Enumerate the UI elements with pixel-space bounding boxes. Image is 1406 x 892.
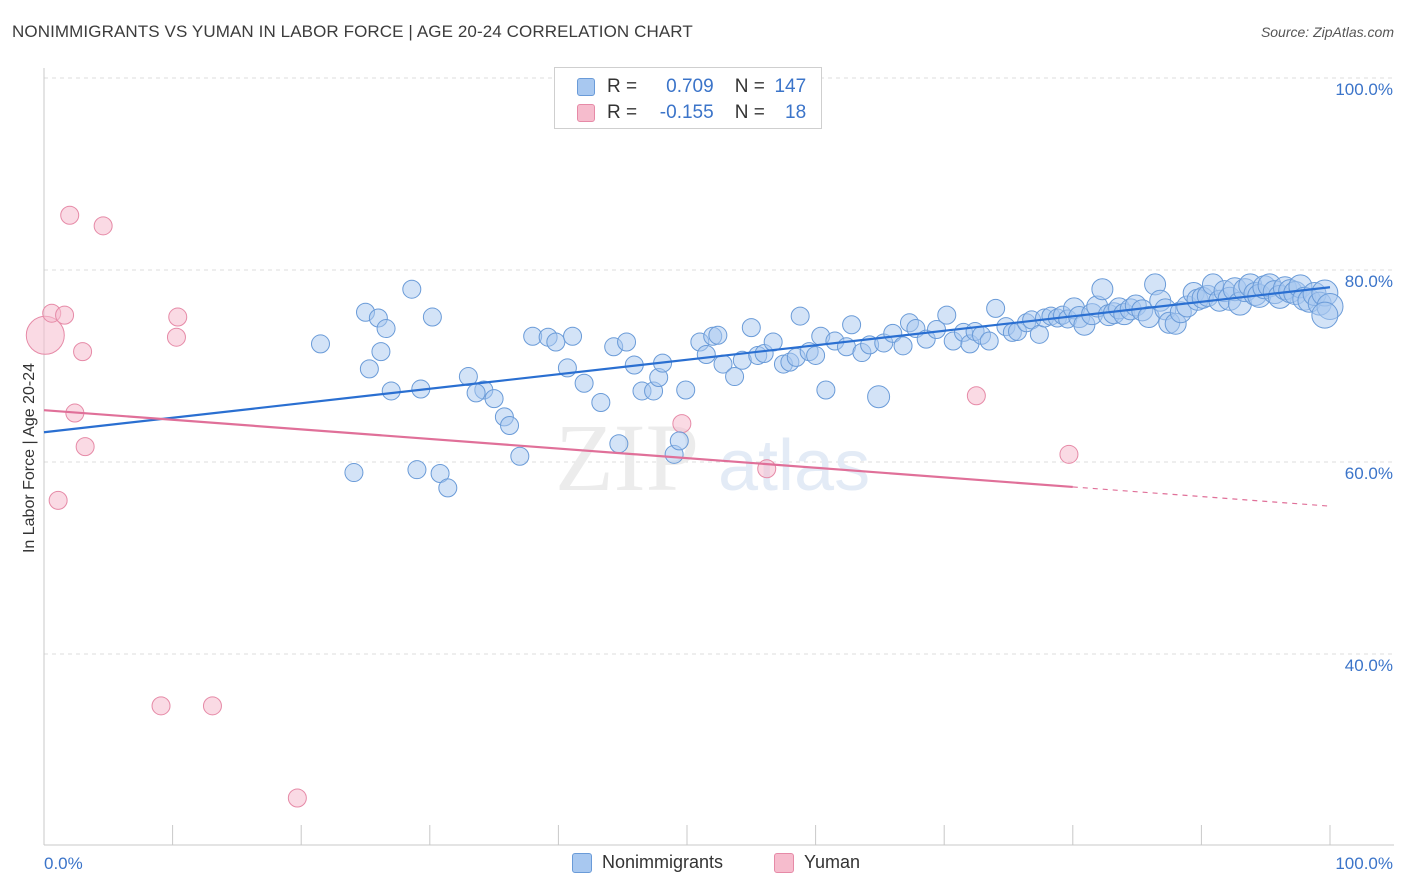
r-value: 0.709 bbox=[666, 76, 714, 97]
n-label: N = bbox=[734, 102, 765, 123]
r-label: R = bbox=[607, 76, 638, 97]
nonimmigrants-point bbox=[458, 367, 478, 387]
yuman-trend-line bbox=[43, 409, 1073, 489]
yuman-point bbox=[151, 696, 171, 716]
yuman-point bbox=[93, 216, 113, 236]
nonimmigrants-point bbox=[696, 344, 716, 364]
nonimmigrants-point bbox=[438, 478, 458, 498]
n-value: 147 bbox=[774, 76, 807, 97]
series-nonimmigrants-points bbox=[310, 273, 1344, 498]
nonimmigrants-point bbox=[371, 342, 391, 362]
nonimmigrants-point bbox=[816, 380, 836, 400]
yuman-point bbox=[672, 414, 692, 434]
n-value: 18 bbox=[785, 102, 807, 123]
nonimmigrants-point bbox=[422, 307, 442, 327]
nonimmigrants-point bbox=[867, 385, 891, 409]
nonimmigrants-point bbox=[310, 334, 330, 354]
nonimmigrants-trend-line bbox=[43, 286, 1331, 434]
r-value: -0.155 bbox=[659, 102, 714, 123]
yuman-point bbox=[202, 696, 222, 716]
y-tick-label: 80.0% bbox=[1345, 272, 1393, 291]
yuman-point bbox=[75, 437, 95, 457]
y-axis-title: In Labor Force | Age 20-24 bbox=[21, 363, 38, 553]
x-ticks bbox=[43, 825, 1331, 845]
legend-label-yuman: Yuman bbox=[804, 852, 861, 872]
axes bbox=[43, 68, 1394, 846]
y-tick-label: 100.0% bbox=[1335, 80, 1393, 99]
nonimmigrants-point bbox=[937, 305, 957, 325]
yuman-point bbox=[55, 305, 75, 325]
stats-row-nonimmigrants: R = 0.709 N = 147 bbox=[577, 75, 806, 99]
yuman-point bbox=[60, 205, 80, 225]
nonimmigrants-point bbox=[376, 319, 396, 339]
watermark: ZIP atlas bbox=[555, 404, 870, 511]
nonimmigrants-point bbox=[344, 463, 364, 483]
n-label: N = bbox=[734, 76, 765, 97]
nonimmigrants-point bbox=[676, 380, 696, 400]
nonimmigrants-point bbox=[979, 331, 999, 351]
stats-row-yuman: R = -0.155 N = 18 bbox=[577, 101, 806, 125]
y-tick-labels: 40.0% 60.0% 80.0% 100.0% bbox=[1335, 80, 1393, 675]
nonimmigrants-point bbox=[790, 306, 810, 326]
legend-label-nonimmigrants: Nonimmigrants bbox=[602, 852, 724, 872]
nonimmigrants-point bbox=[842, 315, 862, 335]
yuman-point bbox=[966, 386, 986, 406]
legend-item-nonimmigrants[interactable]: Nonimmigrants bbox=[572, 852, 723, 873]
swatch-nonimmigrants bbox=[577, 78, 595, 96]
y-tick-label: 40.0% bbox=[1345, 656, 1393, 675]
nonimmigrants-point bbox=[407, 460, 427, 480]
r-label: R = bbox=[607, 102, 638, 123]
yuman-point bbox=[168, 307, 188, 327]
trend-lines bbox=[43, 286, 1331, 507]
yuman-point bbox=[48, 490, 68, 510]
yuman-point bbox=[757, 459, 777, 479]
nonimmigrants-point bbox=[617, 332, 637, 352]
yuman-trend-line-dashed bbox=[1072, 486, 1331, 507]
x-tick-labels: 0.0% 100.0% bbox=[44, 854, 1393, 873]
y-tick-label: 60.0% bbox=[1345, 464, 1393, 483]
nonimmigrants-point bbox=[806, 345, 826, 365]
nonimmigrants-point bbox=[1091, 278, 1114, 301]
swatch-yuman bbox=[577, 104, 595, 122]
stats-box: R = 0.709 N = 147 R = -0.155 N = 18 bbox=[554, 67, 822, 129]
yuman-point bbox=[1059, 444, 1079, 464]
nonimmigrants-point bbox=[466, 383, 486, 403]
nonimmigrants-point bbox=[591, 392, 611, 412]
legend-swatch-yuman bbox=[774, 852, 794, 873]
nonimmigrants-point bbox=[986, 298, 1006, 318]
series-yuman-points bbox=[25, 205, 1079, 808]
nonimmigrants-point bbox=[609, 434, 629, 454]
nonimmigrants-point bbox=[381, 381, 401, 401]
nonimmigrants-point bbox=[500, 416, 520, 436]
nonimmigrants-point bbox=[546, 332, 566, 352]
x-tick-label: 0.0% bbox=[44, 854, 83, 873]
nonimmigrants-point bbox=[402, 279, 422, 299]
nonimmigrants-point bbox=[484, 389, 504, 409]
nonimmigrants-point bbox=[708, 325, 728, 345]
nonimmigrants-point bbox=[359, 359, 379, 379]
nonimmigrants-point bbox=[893, 336, 913, 356]
chart-source: Source: ZipAtlas.com bbox=[1260, 24, 1394, 40]
nonimmigrants-point bbox=[669, 431, 689, 451]
legend-item-yuman[interactable]: Yuman bbox=[774, 852, 860, 873]
nonimmigrants-point bbox=[574, 373, 594, 393]
nonimmigrants-point bbox=[725, 367, 745, 387]
nonimmigrants-point bbox=[510, 446, 530, 466]
chart-title: NONIMMIGRANTS VS YUMAN IN LABOR FORCE | … bbox=[12, 22, 693, 41]
nonimmigrants-point bbox=[1029, 324, 1049, 344]
nonimmigrants-point bbox=[563, 326, 583, 346]
nonimmigrants-point bbox=[1311, 301, 1339, 329]
legend-swatch-nonimmigrants bbox=[572, 852, 592, 873]
yuman-point bbox=[287, 788, 307, 808]
yuman-point bbox=[73, 342, 93, 362]
yuman-point bbox=[166, 327, 186, 347]
nonimmigrants-point bbox=[741, 318, 761, 338]
x-tick-label: 100.0% bbox=[1335, 854, 1393, 873]
